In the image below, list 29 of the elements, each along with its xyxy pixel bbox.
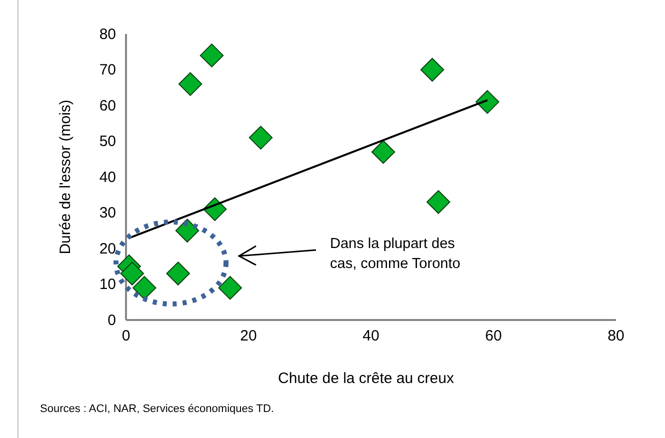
x-tick-label: 80 — [608, 328, 624, 345]
annotation: Dans la plupart des cas, comme Toronto — [330, 236, 460, 272]
y-tick-label: 30 — [99, 204, 116, 222]
y-tick-label: 40 — [99, 168, 116, 186]
y-tick-label: 20 — [99, 240, 116, 258]
point — [248, 126, 273, 150]
point — [371, 140, 396, 164]
y-tick-label: 80 — [99, 26, 116, 43]
x-tick-label: 60 — [485, 328, 502, 345]
y-tick-label: 70 — [99, 62, 116, 79]
y-tick-label: 10 — [99, 276, 116, 294]
x-tick-label: 40 — [362, 328, 380, 345]
x-axis-title: Chute de la crête au creux — [278, 370, 454, 387]
point — [178, 72, 202, 96]
y-axis-title: Durée de l'essor (mois) — [57, 100, 74, 254]
y-tick-label: 0 — [108, 312, 116, 329]
point — [426, 190, 450, 214]
point — [200, 44, 224, 68]
x-tick-label: 0 — [122, 328, 130, 345]
point — [420, 58, 444, 82]
point — [166, 262, 190, 286]
y-tick-label: 60 — [99, 97, 116, 114]
point — [218, 276, 242, 300]
point — [120, 262, 144, 286]
y-tick-label: 50 — [99, 133, 116, 150]
point — [132, 276, 156, 300]
x-tick-label: 20 — [240, 328, 257, 345]
point — [476, 90, 500, 114]
source-note: Sources : ACI, NAR, Services économiques TD. — [40, 403, 274, 415]
